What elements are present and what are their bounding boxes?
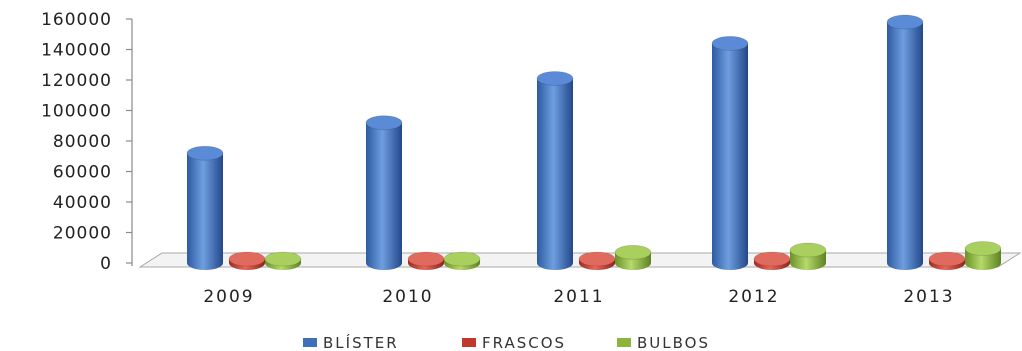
bar-bulbos-2009 [264, 251, 302, 270]
bar-frascos-2009 [228, 251, 266, 270]
legend-item-frascos: FRASCOS [462, 334, 566, 351]
y-tick-label: 0 [100, 254, 112, 274]
legend-swatch [617, 338, 631, 347]
y-tick-label: 100000 [41, 102, 112, 122]
bar-frascos-2011 [578, 251, 616, 270]
legend-item-bulbos: BULBOS [617, 334, 710, 351]
bars [186, 14, 1002, 270]
bar-blíster-2013 [886, 14, 924, 270]
x-tick-label: 2013 [903, 287, 954, 307]
y-tick-label: 120000 [41, 71, 112, 91]
y-tick-label: 160000 [41, 10, 112, 30]
legend: BLÍSTER FRASCOS BULBOS [303, 333, 710, 351]
bar-bulbos-2010 [443, 251, 481, 270]
x-tick-label: 2012 [728, 287, 779, 307]
y-tick-label: 40000 [53, 193, 112, 213]
bar-bulbos-2013 [964, 241, 1002, 270]
bar-frascos-2010 [407, 251, 445, 270]
bar-blíster-2009 [186, 145, 224, 270]
bar-frascos-2012 [753, 251, 791, 270]
y-tick-label: 140000 [41, 41, 112, 61]
legend-swatch [462, 338, 476, 347]
y-tick-label: 80000 [53, 132, 112, 152]
x-tick-label: 2011 [553, 287, 604, 307]
y-tick-label: 20000 [53, 224, 112, 244]
legend-item-blíster: BLÍSTER [303, 333, 399, 351]
bar-bulbos-2011 [614, 244, 652, 270]
legend-label: FRASCOS [482, 334, 566, 351]
legend-label: BULBOS [637, 334, 710, 351]
bar-blíster-2011 [536, 71, 574, 270]
bar-frascos-2013 [928, 251, 966, 270]
legend-label: BLÍSTER [323, 333, 399, 351]
legend-swatch [303, 338, 317, 347]
x-tick-label: 2009 [203, 287, 254, 307]
y-tick-label: 60000 [53, 163, 112, 183]
bar-blíster-2012 [711, 36, 749, 270]
bar-bulbos-2012 [789, 242, 827, 270]
bar-blíster-2010 [365, 115, 403, 270]
x-tick-label: 2010 [382, 287, 433, 307]
